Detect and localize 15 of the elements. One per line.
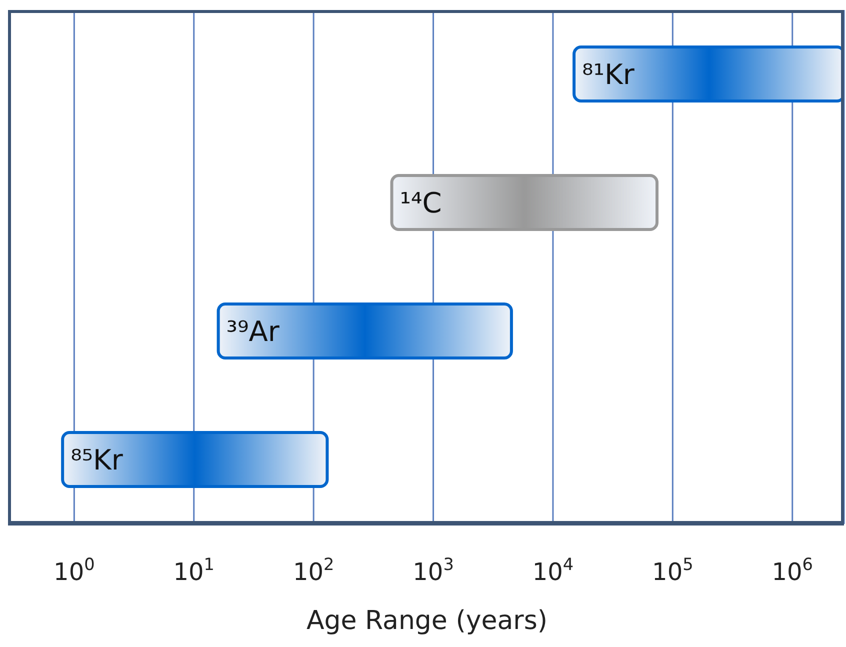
y-tick-label: ³⁹Ar: [226, 315, 280, 348]
y-tick-label: ¹⁴C: [400, 186, 442, 220]
bar: [61, 431, 329, 488]
bar: [216, 302, 513, 360]
x-tick-label: 10$^{0}$: [54, 554, 95, 586]
x-tick-label: 10$^{5}$: [652, 554, 694, 586]
bar: [390, 174, 659, 231]
x-tick-label: 10$^{6}$: [772, 554, 813, 586]
y-tick-label: ⁸¹Kr: [582, 58, 635, 91]
x-tick-label: 10$^{3}$: [412, 554, 454, 586]
x-tick-label: 10$^{4}$: [532, 554, 574, 586]
x-axis-title: Age Range (years): [305, 606, 549, 636]
x-tick-label: 10$^{1}$: [173, 554, 214, 586]
y-tick-label: ⁸⁵Kr: [70, 444, 124, 476]
x-tick-label: 10$^{2}$: [292, 554, 334, 586]
